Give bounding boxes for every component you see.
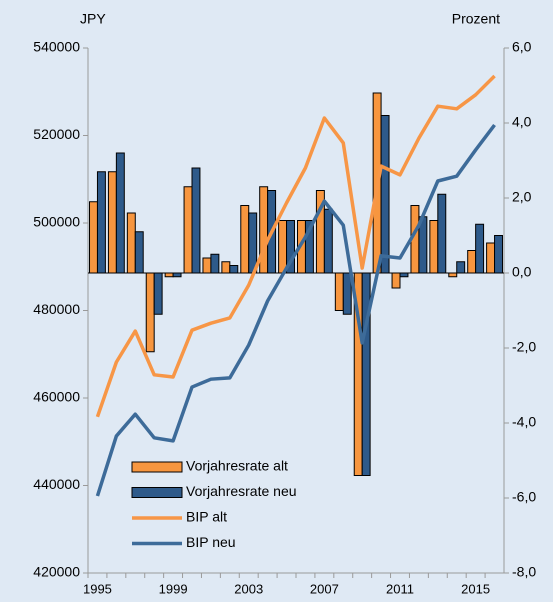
y2-tick-label: 6,0	[512, 39, 532, 55]
bar	[429, 220, 439, 274]
bar	[153, 272, 163, 315]
x-tick-label: 1995	[83, 581, 112, 596]
x-tick-label: 2007	[310, 581, 339, 596]
legend-label: Vorjahresrate alt	[186, 458, 288, 474]
line	[95, 123, 496, 497]
y-tick-label: 540000	[33, 39, 80, 55]
y2-tick-label: 2,0	[512, 189, 532, 205]
y2-axis-title: Prozent	[452, 11, 500, 27]
bar	[475, 223, 485, 274]
bar	[278, 220, 288, 274]
bar	[145, 272, 155, 353]
legend-swatch	[131, 461, 183, 473]
bar	[191, 167, 201, 274]
bar	[494, 235, 503, 274]
y-tick-label: 460000	[33, 389, 80, 405]
bar	[391, 272, 401, 289]
y-tick-label: 520000	[33, 126, 80, 142]
bar	[126, 212, 136, 274]
y-tick-label: 480000	[33, 301, 80, 317]
y2-tick-label: 0,0	[512, 264, 532, 280]
bar	[172, 272, 182, 278]
legend-label: BIP neu	[186, 534, 236, 550]
bar	[248, 212, 258, 274]
bar	[164, 272, 174, 278]
bar	[437, 193, 447, 274]
bar	[229, 265, 239, 274]
x-tick-label: 2015	[461, 581, 490, 596]
bar	[380, 115, 390, 274]
bar	[323, 208, 333, 274]
bar	[240, 205, 250, 274]
y2-tick-label: -2,0	[512, 339, 536, 355]
y-tick-label: 440000	[33, 476, 80, 492]
y2-tick-label: -4,0	[512, 414, 536, 430]
bar	[96, 171, 106, 274]
bar	[342, 272, 352, 315]
bar	[334, 272, 344, 311]
bar	[221, 261, 231, 274]
bar	[448, 272, 458, 278]
y2-tick-label: -8,0	[512, 564, 536, 580]
x-tick-label: 1999	[159, 581, 188, 596]
legend-swatch	[131, 487, 183, 498]
bar	[456, 261, 466, 274]
y2-tick-label: -6,0	[512, 489, 536, 505]
bar	[361, 272, 371, 476]
line	[95, 74, 496, 418]
bar	[210, 253, 220, 274]
bar	[134, 231, 144, 274]
legend-label: Vorjahresrate neu	[186, 483, 297, 499]
y2-tick-label: 4,0	[512, 114, 532, 130]
bar	[202, 257, 212, 274]
y-tick-label: 420000	[33, 564, 80, 580]
bar	[399, 272, 409, 278]
x-tick-label: 2003	[234, 581, 263, 596]
y-tick-label: 500000	[33, 214, 80, 230]
bar	[107, 171, 117, 274]
bar	[115, 152, 125, 274]
bar	[89, 201, 98, 274]
x-tick-label: 2011	[386, 581, 414, 596]
legend-label: BIP alt	[186, 509, 227, 525]
bar	[467, 250, 477, 274]
bar	[486, 242, 496, 274]
y-axis-title: JPY	[80, 11, 106, 27]
bar	[183, 186, 193, 274]
